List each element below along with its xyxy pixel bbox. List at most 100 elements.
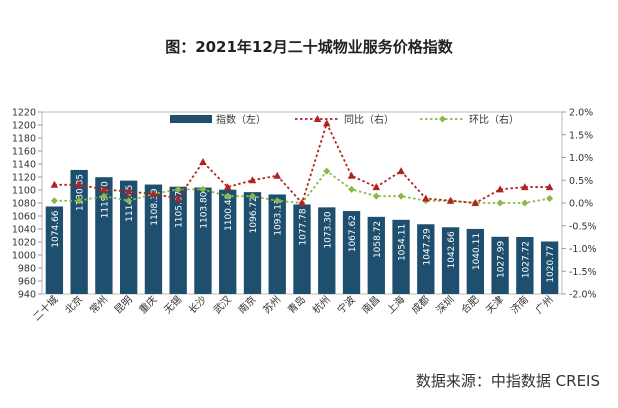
yoy-point	[149, 189, 158, 197]
yoy-point	[223, 183, 232, 191]
yoy-point	[347, 171, 356, 179]
mom-point	[546, 194, 554, 202]
bar-data-label: 1119.70	[100, 181, 110, 218]
x-tick-label: 成都	[409, 294, 432, 317]
mom-point	[75, 197, 83, 205]
bar-宁波	[342, 211, 361, 294]
bar-data-label: 1020.77	[546, 245, 556, 282]
bar-data-label: 1027.72	[521, 241, 531, 278]
yoy-point	[496, 185, 504, 193]
x-tick-label: 宁波	[334, 293, 357, 316]
yoy-point	[100, 185, 108, 193]
left-axis-tick-label: 1120	[12, 173, 36, 184]
right-axis-tick-label: -0.5%	[569, 221, 597, 232]
right-axis-tick-label: -2.0%	[569, 290, 597, 301]
mom-point	[372, 192, 380, 200]
right-axis-tick-label: 2.0%	[569, 108, 593, 119]
mom-point	[100, 192, 108, 200]
bar-合肥	[466, 228, 484, 294]
bar-武汉	[219, 189, 237, 294]
left-axis-tick-label: 1160	[12, 147, 36, 158]
x-tick-label: 合肥	[458, 293, 481, 316]
mom-point	[248, 192, 256, 200]
x-tick-label: 天津	[484, 294, 507, 317]
bar-广州	[540, 241, 559, 294]
bar-data-label: 1042.66	[447, 231, 457, 268]
bar-上海	[392, 219, 410, 294]
legend-mom-label: 环比（右）	[469, 113, 519, 126]
mom-point	[323, 167, 331, 175]
bar-昆明	[120, 180, 138, 294]
x-tick-label: 北京	[62, 293, 85, 316]
bar-成都	[417, 224, 435, 294]
right-axis-tick-label: -1.5%	[569, 267, 597, 278]
yoy-point	[422, 194, 430, 202]
yoy-point	[174, 194, 182, 202]
bar-苏州	[268, 194, 286, 294]
yoy-point	[372, 183, 381, 191]
left-axis-tick-label: 1220	[12, 108, 36, 119]
x-tick-label: 南昌	[359, 293, 382, 316]
mom-point	[224, 192, 232, 200]
left-axis-tick-label: 1000	[12, 251, 36, 262]
right-axis-tick-label: 1.5%	[569, 130, 593, 141]
bar-data-label: 1058.72	[373, 221, 383, 258]
legend-bar-swatch	[170, 115, 212, 123]
x-tick-label: 昆明	[112, 294, 135, 317]
bar-南昌	[367, 216, 385, 294]
yoy-point	[446, 196, 455, 204]
right-axis-tick-label: -1.0%	[569, 244, 597, 255]
x-tick-label: 南京	[235, 293, 258, 316]
right-axis-tick-label: 1.0%	[569, 153, 593, 164]
bar-data-label: 1073.30	[323, 211, 333, 248]
yoy-point	[75, 180, 83, 188]
left-axis-tick-label: 1040	[12, 225, 36, 236]
mom-point	[273, 197, 281, 205]
yoy-point	[298, 199, 306, 206]
x-tick-label: 长沙	[186, 294, 209, 317]
bar-data-label: 1074.66	[51, 210, 61, 247]
legend-mom-marker	[439, 115, 446, 123]
bar-天津	[491, 236, 509, 294]
x-tick-label: 杭州	[310, 293, 333, 316]
right-axis-tick-label: 0.0%	[569, 199, 593, 210]
yoy-point	[273, 171, 282, 179]
x-tick-label: 青岛	[285, 293, 308, 316]
yoy-point	[199, 158, 207, 166]
bar-data-label: 1103.80	[199, 191, 209, 228]
bar-data-label: 1027.99	[497, 241, 507, 278]
bar-data-label: 1040.11	[472, 233, 482, 270]
left-axis-tick-label: 1060	[12, 212, 36, 223]
yoy-point	[521, 183, 529, 191]
x-tick-label: 常州	[87, 293, 110, 316]
chart-title: 图：2021年12月二十城物业服务价格指数	[165, 38, 453, 56]
mom-point	[397, 192, 405, 200]
bar-无锡	[169, 186, 187, 294]
bar-重庆	[144, 184, 163, 294]
left-axis-tick-label: 1100	[12, 186, 36, 197]
x-tick-label: 广州	[533, 294, 556, 317]
bar-杭州	[318, 207, 336, 294]
mom-point	[199, 185, 207, 193]
bar-data-label: 1096.72	[249, 196, 259, 233]
left-axis-tick-label: 1080	[12, 199, 36, 210]
x-tick-label: 上海	[384, 293, 407, 316]
bar-data-label: 1114.45	[125, 185, 135, 222]
source-note: 数据来源：中指数据 CREIS	[415, 372, 600, 390]
bar-深圳	[441, 227, 460, 294]
yoy-point	[397, 167, 405, 175]
yoy-point	[248, 176, 257, 184]
left-axis-tick-label: 980	[18, 264, 36, 275]
bar-data-label: 1067.62	[348, 215, 358, 252]
mom-point	[50, 197, 58, 205]
bar-data-label: 1093.11	[274, 198, 284, 235]
legend-yoy-marker	[313, 115, 322, 122]
left-axis-tick-label: 1180	[12, 134, 36, 145]
left-axis-tick-label: 960	[18, 277, 36, 288]
x-tick-label: 无锡	[161, 293, 184, 316]
x-tick-label: 苏州	[260, 293, 283, 316]
bar-长沙	[194, 187, 212, 294]
yoy-point	[322, 119, 331, 127]
yoy-point	[124, 187, 133, 195]
